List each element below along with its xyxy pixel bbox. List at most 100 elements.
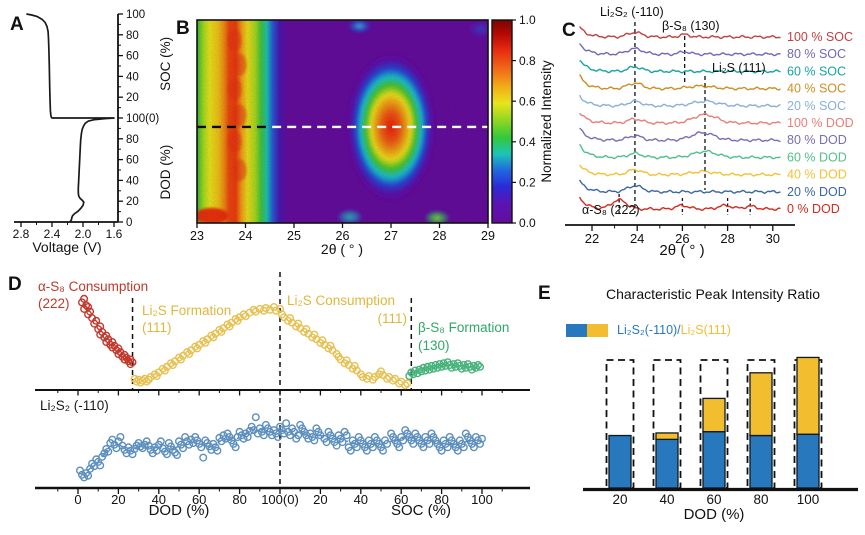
svg-text:40: 40 — [126, 175, 139, 187]
panel-a-plot: 2.8 2.4 2.0 1.60 20 40 60 80 100(0) 20 40 60 80 100 SO… — [13, 9, 173, 241]
legend-swatch-yellow — [587, 323, 608, 337]
svg-text:25: 25 — [287, 229, 301, 243]
legend-label-li2s: Li₂S(111) — [680, 323, 731, 337]
svg-text:26: 26 — [675, 231, 689, 246]
svg-text:Li₂S Consumption: Li₂S Consumption — [287, 293, 395, 308]
svg-text:0.4: 0.4 — [519, 135, 536, 149]
svg-text:0: 0 — [126, 217, 132, 229]
svg-text:20 % DOD: 20 % DOD — [787, 185, 847, 199]
svg-text:DOD (%): DOD (%) — [158, 145, 173, 200]
svg-text:60: 60 — [706, 492, 721, 507]
panel-e-title: Characteristic Peak Intensity Ratio — [606, 286, 820, 302]
svg-text:40: 40 — [152, 492, 166, 507]
svg-text:0.6: 0.6 — [519, 94, 536, 108]
svg-text:(111): (111) — [142, 320, 172, 335]
svg-text:40 % DOD: 40 % DOD — [787, 168, 847, 182]
svg-text:40 % SOC: 40 % SOC — [787, 82, 846, 96]
panel-c-label: C — [562, 20, 576, 41]
svg-text:100 % DOD: 100 % DOD — [787, 116, 854, 130]
svg-text:2.8: 2.8 — [13, 227, 30, 241]
svg-text:28: 28 — [720, 231, 734, 246]
svg-text:100: 100 — [797, 492, 820, 507]
svg-text:20: 20 — [126, 92, 139, 104]
svg-text:Normalized Intensity: Normalized Intensity — [539, 60, 554, 183]
panel-d-xaxis-title-soc: SOC (%) — [391, 502, 451, 519]
svg-text:27: 27 — [384, 229, 398, 243]
svg-text:SOC (%): SOC (%) — [158, 37, 173, 91]
svg-text:60: 60 — [394, 492, 408, 507]
svg-text:(222): (222) — [38, 296, 70, 311]
legend-label-li2s2: Li₂S₂(-110)/ — [617, 323, 681, 337]
panel-c-xrd-stack: 22 24 26 28 30 100 % SOC 80 % SOC 60 % SOC 40 % … — [565, 5, 854, 246]
svg-text:29: 29 — [481, 229, 495, 243]
svg-text:24: 24 — [239, 229, 253, 243]
svg-text:α-S₈ Consumption: α-S₈ Consumption — [38, 279, 148, 294]
svg-text:100: 100 — [471, 492, 493, 507]
svg-text:20 % SOC: 20 % SOC — [787, 99, 846, 113]
svg-text:20: 20 — [612, 492, 627, 507]
svg-text:40: 40 — [659, 492, 674, 507]
panel-a-label: A — [10, 14, 24, 35]
svg-text:30: 30 — [766, 231, 780, 246]
svg-text:60: 60 — [192, 492, 206, 507]
panel-b-heatmap: 23 24 25 26 27 28 29 0.0 0.2 0.4 0.6 0.8 1.0 Normaliz… — [190, 13, 554, 243]
svg-text:60 % SOC: 60 % SOC — [787, 64, 846, 78]
svg-text:1.6: 1.6 — [106, 227, 123, 241]
svg-text:60 % DOD: 60 % DOD — [787, 150, 847, 164]
panel-d-scatter: 0 20 40 60 80 100(0) 20 40 60 80 100 α-S₈ Consumpti… — [35, 272, 530, 507]
svg-text:100: 100 — [126, 9, 145, 21]
svg-text:80: 80 — [126, 134, 139, 146]
svg-text:2.0: 2.0 — [75, 227, 92, 241]
panel-b-label: B — [176, 18, 190, 39]
svg-text:28: 28 — [433, 229, 447, 243]
svg-text:100 % SOC: 100 % SOC — [787, 30, 853, 44]
panel-d-label: D — [8, 274, 22, 295]
svg-text:60: 60 — [126, 155, 139, 167]
svg-text:80: 80 — [434, 492, 448, 507]
svg-text:80: 80 — [126, 30, 139, 42]
panel-c-xaxis-title: 2θ ( ° ) — [659, 242, 705, 259]
panel-b-xaxis-title: 2θ ( ° ) — [320, 241, 364, 257]
legend-swatch-blue — [566, 323, 587, 337]
svg-text:23: 23 — [190, 229, 204, 243]
svg-text:Li₂S₂ (-110): Li₂S₂ (-110) — [600, 5, 664, 19]
panel-a-xaxis-title: Voltage (V) — [32, 239, 102, 255]
svg-text:0 % DOD: 0 % DOD — [787, 202, 840, 216]
svg-text:100(0): 100(0) — [126, 113, 159, 125]
panel-e-legend: Li₂S₂(-110)/Li₂S(111) — [566, 323, 731, 337]
panel-d-xaxis-title-dod: DOD (%) — [148, 502, 210, 519]
svg-text:(130): (130) — [418, 338, 450, 353]
svg-text:Li₂S Formation: Li₂S Formation — [142, 303, 231, 318]
panel-e-xaxis-title: DOD (%) — [683, 506, 745, 523]
svg-text:20: 20 — [313, 492, 327, 507]
svg-text:26: 26 — [336, 229, 350, 243]
svg-text:20: 20 — [126, 196, 139, 208]
svg-text:0: 0 — [74, 492, 81, 507]
svg-text:0.2: 0.2 — [519, 176, 536, 190]
svg-text:40: 40 — [126, 71, 139, 83]
svg-text:β-S₈ (130): β-S₈ (130) — [662, 19, 720, 33]
panel-e-bars: 20 40 60 80 100 — [583, 356, 858, 507]
svg-text:60: 60 — [126, 51, 139, 63]
svg-text:40: 40 — [354, 492, 368, 507]
svg-text:80: 80 — [232, 492, 246, 507]
svg-text:24: 24 — [630, 231, 644, 246]
svg-text:80 % SOC: 80 % SOC — [787, 47, 846, 61]
svg-text:0.8: 0.8 — [519, 54, 536, 68]
svg-text:Li₂S (111): Li₂S (111) — [712, 61, 766, 75]
panel-e-label: E — [538, 283, 551, 304]
svg-text:80: 80 — [753, 492, 768, 507]
svg-text:100(0): 100(0) — [261, 492, 299, 507]
svg-text:0.0: 0.0 — [519, 216, 536, 230]
svg-text:22: 22 — [585, 231, 599, 246]
svg-text:Li₂S₂ (-110): Li₂S₂ (-110) — [40, 398, 109, 413]
svg-text:1.0: 1.0 — [519, 13, 536, 27]
svg-text:2.4: 2.4 — [44, 227, 61, 241]
svg-text:20: 20 — [111, 492, 125, 507]
svg-text:α-S₈ (222): α-S₈ (222) — [582, 203, 640, 217]
svg-text:(111): (111) — [377, 311, 407, 326]
svg-text:β-S₈ Formation: β-S₈ Formation — [418, 320, 509, 335]
svg-text:80 % DOD: 80 % DOD — [787, 133, 847, 147]
